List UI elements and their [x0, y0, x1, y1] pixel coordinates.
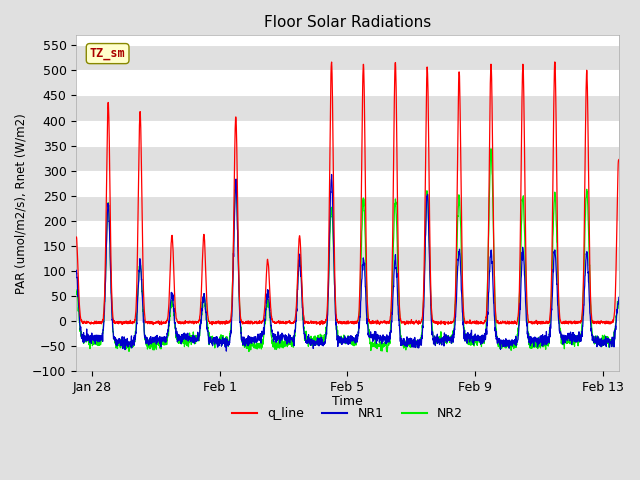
Bar	[76, 96, 619, 120]
Bar	[76, 45, 619, 71]
Text: TZ_sm: TZ_sm	[90, 47, 125, 60]
Bar	[76, 346, 619, 371]
X-axis label: Time: Time	[332, 395, 363, 408]
Title: Floor Solar Radiations: Floor Solar Radiations	[264, 15, 431, 30]
Legend: q_line, NR1, NR2: q_line, NR1, NR2	[227, 402, 468, 425]
Y-axis label: PAR (umol/m2/s), Rnet (W/m2): PAR (umol/m2/s), Rnet (W/m2)	[15, 113, 28, 294]
Bar	[76, 196, 619, 221]
Bar	[76, 145, 619, 171]
Bar	[76, 296, 619, 321]
Bar	[76, 246, 619, 271]
